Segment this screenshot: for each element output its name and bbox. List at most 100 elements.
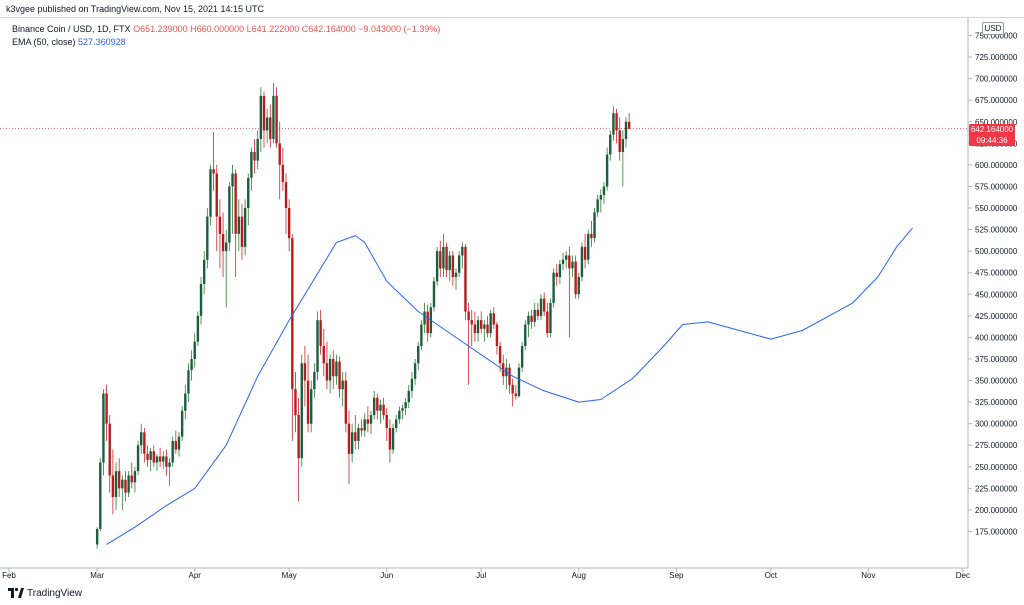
candle-body bbox=[155, 456, 159, 463]
candle-body bbox=[593, 212, 596, 239]
x-tick-label: Feb bbox=[2, 571, 16, 580]
candle-body bbox=[615, 113, 618, 131]
candle-body bbox=[102, 393, 105, 463]
candle-body bbox=[464, 246, 467, 312]
x-tick-label: Apr bbox=[189, 571, 202, 580]
x-tick-label: Dec bbox=[956, 571, 970, 580]
candle-body bbox=[599, 195, 603, 200]
candle-body bbox=[439, 251, 442, 269]
legend-ema[interactable]: EMA (50, close) 527.360928 bbox=[12, 37, 126, 47]
candle-body bbox=[215, 173, 218, 217]
candle-body bbox=[417, 346, 420, 364]
y-tick-label: 225.000000 bbox=[975, 484, 1018, 493]
candle-body bbox=[385, 415, 388, 428]
candle-body bbox=[187, 370, 190, 394]
x-tick-label: Mar bbox=[90, 571, 104, 580]
candle-body bbox=[423, 311, 426, 325]
candle-body bbox=[357, 427, 360, 441]
candle-body bbox=[297, 415, 300, 459]
candle-body bbox=[117, 471, 121, 489]
footer-brand[interactable]: TradingView bbox=[27, 587, 83, 599]
candle-body bbox=[99, 462, 102, 529]
candle-body bbox=[108, 423, 111, 476]
candle-body bbox=[162, 456, 165, 462]
candle-body bbox=[549, 302, 552, 334]
candle-body bbox=[265, 117, 269, 131]
candle-body bbox=[467, 311, 470, 321]
candle-body bbox=[379, 404, 382, 411]
candle-body bbox=[158, 456, 162, 462]
candle-body bbox=[495, 324, 499, 347]
candle-body bbox=[360, 427, 363, 431]
candle-body bbox=[303, 363, 307, 381]
candle-body bbox=[401, 408, 404, 411]
candle-body bbox=[524, 324, 527, 347]
chart-frame[interactable]: 750.000000 725.000000 700.000000 675.000000… bbox=[0, 17, 1024, 586]
last-price-tag: 642.164000 09:44:36 bbox=[969, 124, 1015, 146]
candle-body bbox=[489, 313, 492, 334]
candle-body bbox=[372, 397, 376, 416]
candle-body bbox=[322, 346, 325, 364]
candle-body bbox=[564, 255, 568, 260]
chart-background bbox=[0, 18, 968, 586]
legend-main: Binance Coin / USD, 1D, FTX O651.239000 … bbox=[12, 24, 440, 34]
candle-body bbox=[520, 346, 524, 368]
candle-body bbox=[294, 389, 297, 416]
candlestick-chart[interactable]: 750.000000 725.000000 700.000000 675.000000… bbox=[0, 18, 1024, 586]
candle-body bbox=[228, 186, 231, 243]
candle-body bbox=[328, 358, 332, 381]
candle-body bbox=[376, 397, 379, 411]
candle-body bbox=[624, 121, 628, 140]
candle-body bbox=[363, 419, 366, 431]
candle-body bbox=[395, 419, 398, 428]
candle-body bbox=[250, 151, 253, 178]
candle-body bbox=[202, 259, 206, 284]
candle-body bbox=[533, 309, 536, 322]
x-tick-label: Nov bbox=[861, 571, 875, 580]
candle-body bbox=[234, 173, 237, 234]
candle-body bbox=[140, 432, 143, 446]
candle-body bbox=[454, 272, 458, 278]
candle-body bbox=[184, 393, 187, 411]
candle-body bbox=[382, 404, 385, 416]
legend-ema-value: 527.360928 bbox=[78, 37, 126, 47]
candle-body bbox=[410, 378, 414, 391]
candle-body bbox=[291, 238, 294, 390]
y-tick-label: 350.000000 bbox=[975, 377, 1018, 386]
candle-body bbox=[618, 130, 621, 152]
candle-body bbox=[404, 402, 407, 409]
candle-body bbox=[514, 393, 518, 397]
candle-body bbox=[448, 255, 451, 271]
candle-body bbox=[133, 471, 137, 483]
candle-body bbox=[319, 320, 322, 347]
x-tick-label: Jul bbox=[476, 571, 486, 580]
candle-body bbox=[517, 367, 521, 397]
candle-body bbox=[316, 320, 319, 372]
candle-body bbox=[609, 134, 612, 155]
currency-button[interactable]: USD bbox=[982, 22, 1004, 35]
candle-body bbox=[177, 436, 181, 450]
candle-body bbox=[190, 358, 193, 371]
candle-body bbox=[310, 389, 313, 424]
candle-body bbox=[149, 451, 152, 460]
candle-body bbox=[435, 251, 439, 282]
y-tick-label: 450.000000 bbox=[975, 290, 1018, 299]
candle-body bbox=[341, 380, 344, 390]
candle-body bbox=[111, 475, 115, 497]
candle-body bbox=[587, 233, 590, 260]
y-tick-label: 175.000000 bbox=[975, 528, 1018, 537]
candle-body bbox=[121, 479, 124, 489]
y-tick-label: 300.000000 bbox=[975, 420, 1018, 429]
candle-body bbox=[555, 272, 558, 278]
candle-body bbox=[281, 164, 285, 183]
candle-body bbox=[259, 95, 263, 140]
candle-body bbox=[332, 358, 335, 377]
publish-line: k3vgee published on TradingView.com, Nov… bbox=[6, 4, 264, 14]
candle-body bbox=[461, 246, 464, 256]
candle-body bbox=[602, 186, 606, 196]
candle-body bbox=[284, 182, 288, 209]
legend-symbol: Binance Coin / USD, 1D, FTX bbox=[12, 24, 131, 34]
candle-body bbox=[225, 242, 228, 252]
candle-body bbox=[306, 380, 310, 424]
footer: TradingView bbox=[8, 587, 82, 599]
